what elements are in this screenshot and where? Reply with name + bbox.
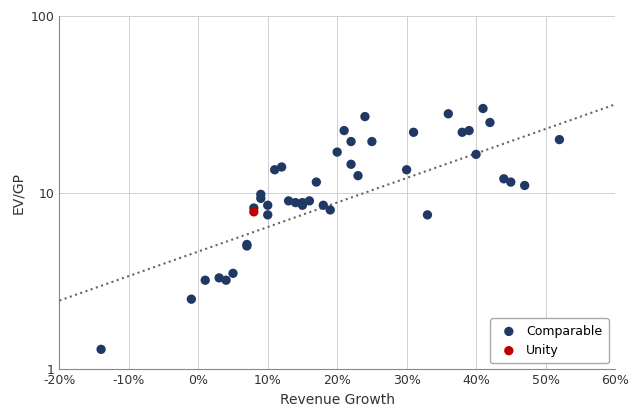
Comparable (408, 129, 419, 135)
X-axis label: Revenue Growth: Revenue Growth (280, 393, 395, 407)
Y-axis label: EV/GP: EV/GP (11, 172, 25, 214)
Comparable (353, 172, 363, 179)
Comparable (304, 198, 314, 204)
Comparable (262, 202, 273, 209)
Comparable (255, 195, 266, 202)
Comparable (325, 206, 335, 213)
Legend: Comparable, Unity: Comparable, Unity (490, 319, 609, 363)
Comparable (422, 212, 433, 218)
Comparable (242, 242, 252, 249)
Comparable (339, 127, 349, 134)
Comparable (255, 191, 266, 198)
Comparable (499, 176, 509, 182)
Comparable (457, 129, 467, 135)
Comparable (228, 270, 238, 277)
Comparable (249, 205, 259, 212)
Comparable (200, 277, 211, 283)
Comparable (214, 275, 224, 281)
Comparable (478, 105, 488, 112)
Comparable (269, 166, 280, 173)
Comparable (332, 149, 342, 155)
Comparable (506, 179, 516, 186)
Unity (249, 209, 259, 215)
Comparable (554, 136, 564, 143)
Comparable (284, 198, 294, 204)
Comparable (346, 138, 356, 145)
Comparable (485, 119, 495, 126)
Comparable (311, 179, 321, 186)
Comparable (221, 277, 231, 283)
Comparable (520, 182, 530, 189)
Comparable (96, 346, 106, 353)
Comparable (242, 241, 252, 248)
Comparable (291, 199, 301, 206)
Comparable (464, 127, 474, 134)
Comparable (346, 161, 356, 168)
Comparable (186, 296, 196, 303)
Comparable (298, 202, 308, 209)
Comparable (443, 110, 453, 117)
Comparable (298, 199, 308, 206)
Comparable (318, 202, 328, 209)
Comparable (262, 212, 273, 218)
Comparable (367, 138, 377, 145)
Comparable (401, 166, 412, 173)
Comparable (360, 113, 370, 120)
Comparable (276, 163, 287, 170)
Comparable (471, 151, 481, 158)
